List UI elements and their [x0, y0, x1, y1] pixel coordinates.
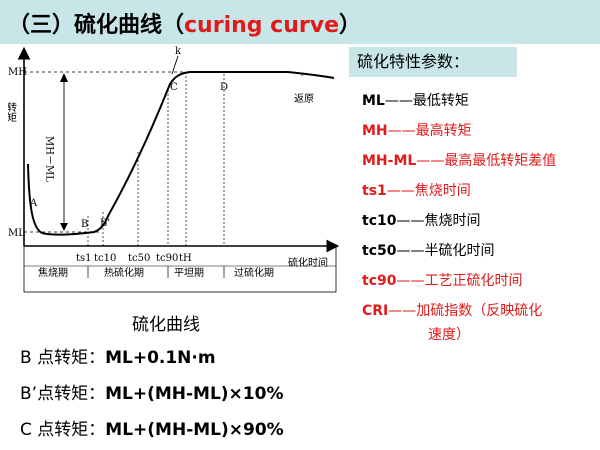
mh-ml-arrow-top: [60, 73, 68, 82]
param-name: ML: [362, 93, 385, 109]
param-name: tc50: [362, 243, 397, 259]
cure-curve: [27, 71, 335, 236]
title-suffix: ）: [339, 13, 362, 38]
torque-value: ML+0.1N·m: [105, 348, 216, 368]
param-tc90: tc90——工艺正硫化时间: [362, 266, 598, 296]
y-axis-label: 转矩: [8, 101, 17, 123]
param-name: MH: [362, 123, 388, 139]
param-mh-ml: MH-ML——最高最低转矩差值: [362, 146, 598, 176]
x-tick-ts1: ts1: [76, 253, 92, 264]
param-desc: 最低转矩: [412, 93, 469, 109]
phase-frame: [23, 245, 337, 293]
param-desc: 焦烧时间: [414, 183, 471, 199]
torque-label: B’点转矩：: [20, 384, 106, 404]
phase-hot-cure: 热硫化期: [104, 266, 144, 279]
params-header: 硫化特性参数：: [349, 47, 517, 77]
param-desc: 半硫化时间: [424, 243, 495, 259]
param-desc: 最高转矩: [415, 123, 472, 139]
torque-c: C 点转矩：ML+(MH-ML)×90%: [20, 415, 284, 440]
x-tick-tc50: tc50: [128, 253, 150, 264]
param-dash: ——: [388, 303, 417, 319]
param-name: CRI: [362, 303, 389, 319]
x-tick-th: tH: [179, 253, 192, 264]
point-d: D: [220, 82, 228, 93]
param-desc: 加硫指数（反映硫化: [416, 303, 543, 319]
title-bar: （三）硫化曲线（curing curve）: [0, 0, 600, 44]
param-mh: MH——最高转矩: [362, 116, 598, 146]
span-label: MH－ML: [44, 136, 55, 182]
torque-label: C 点转矩：: [20, 420, 106, 440]
x-tick-tc10: tc10: [94, 253, 116, 264]
torque-b: B 点转矩：ML+0.1N·m: [20, 343, 216, 368]
x-axis-label: 硫化时间: [288, 256, 328, 269]
curing-curve-diagram: MH ML 转矩 MH－ML 硫化时间 A B B' C D k 返原 ts1 …: [8, 46, 340, 293]
params-list: ML——最低转矩 MH——最高转矩 MH-ML——最高最低转矩差值 ts1——焦…: [362, 86, 598, 350]
phase-scorch: 焦烧期: [38, 266, 68, 279]
param-dash: ——: [396, 213, 425, 229]
phase-overcure: 过硫化期: [234, 266, 274, 279]
phase-plateau: 平坦期: [174, 266, 204, 279]
torque-b-prime: B’点转矩：ML+(MH-ML)×10%: [20, 379, 284, 404]
torque-label: B 点转矩：: [20, 348, 106, 368]
y-tick-mh: MH: [8, 67, 27, 78]
param-dash: ——: [387, 123, 416, 139]
point-k: k: [175, 46, 182, 57]
param-cri-continuation: 速度）: [428, 327, 470, 343]
param-name: MH-ML: [362, 153, 417, 169]
param-tc50: tc50——半硫化时间: [362, 236, 598, 266]
param-name: ts1: [362, 183, 387, 199]
revert-label: 返原: [294, 93, 314, 105]
point-c: C: [170, 82, 178, 93]
param-ts1: ts1——焦烧时间: [362, 176, 598, 206]
y-tick-ml: ML: [8, 228, 25, 239]
param-cri: CRI——加硫指数（反映硫化: [362, 296, 598, 326]
torque-value: ML+(MH-ML)×90%: [105, 420, 284, 440]
torque-value: ML+(MH-ML)×10%: [105, 384, 284, 404]
title-prefix: （三）硫化曲线（: [8, 13, 185, 38]
param-tc10: tc10——焦烧时间: [362, 206, 598, 236]
mh-ml-arrow-bottom: [60, 223, 68, 231]
param-dash: ——: [396, 273, 425, 289]
curing-curve-figure: MH ML 转矩 MH－ML 硫化时间 A B B' C D k 返原 ts1 …: [8, 44, 346, 300]
title-english: curing curve: [184, 13, 339, 38]
param-dash: ——: [384, 93, 413, 109]
k-tangent: [171, 55, 179, 75]
param-name: tc90: [362, 273, 397, 289]
point-b-prime: B': [100, 218, 110, 229]
page-title: （三）硫化曲线（curing curve）: [8, 7, 361, 39]
param-dash: ——: [416, 153, 445, 169]
x-tick-tc90: tc90: [156, 253, 178, 264]
param-name: tc10: [362, 213, 397, 229]
param-dash: ——: [386, 183, 415, 199]
point-a: A: [29, 198, 38, 209]
point-b: B: [81, 219, 88, 230]
figure-caption: 硫化曲线: [132, 315, 200, 335]
param-dash: ——: [396, 243, 425, 259]
param-ml: ML——最低转矩: [362, 86, 598, 116]
param-desc: 最高最低转矩差值: [444, 153, 557, 169]
param-desc: 工艺正硫化时间: [424, 273, 523, 289]
param-desc: 焦烧时间: [424, 213, 481, 229]
